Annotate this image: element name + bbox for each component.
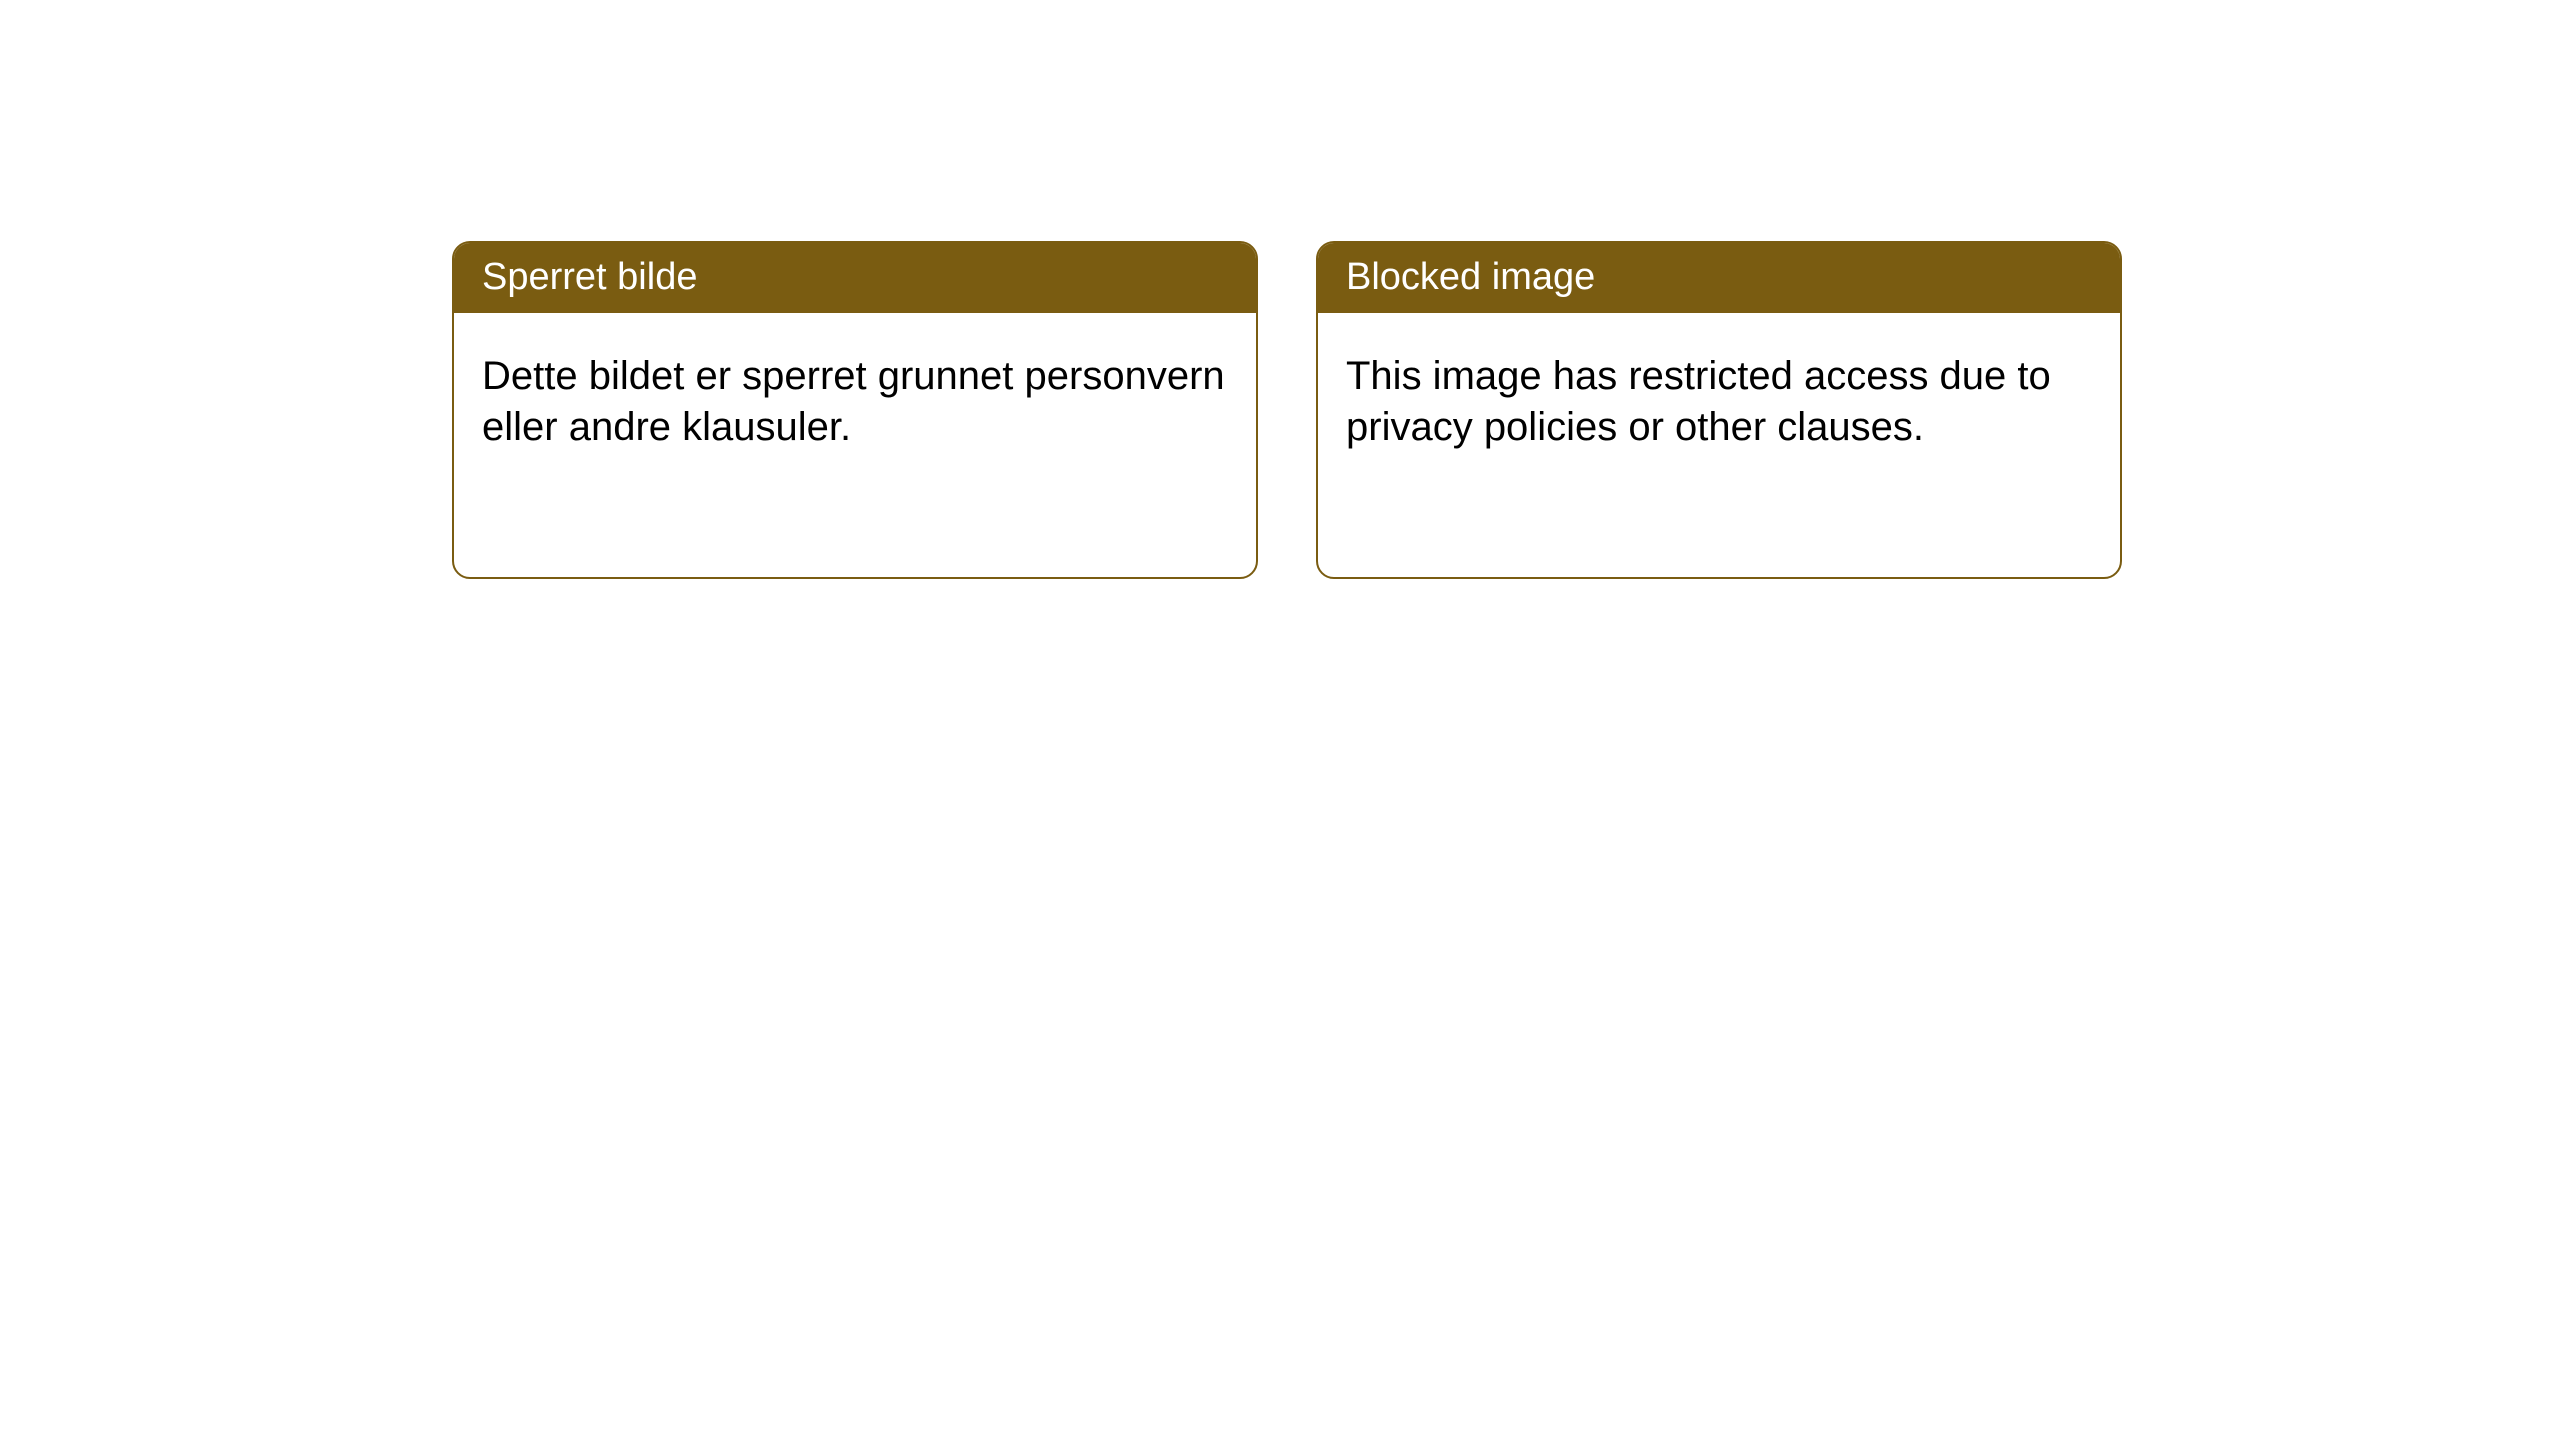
card-title-no: Sperret bilde	[482, 256, 697, 298]
card-body-en: This image has restricted access due to …	[1318, 313, 2120, 491]
blocked-image-card-no: Sperret bilde Dette bildet er sperret gr…	[452, 241, 1258, 579]
notice-container: Sperret bilde Dette bildet er sperret gr…	[0, 0, 2560, 579]
card-body-no: Dette bildet er sperret grunnet personve…	[454, 313, 1256, 491]
card-title-en: Blocked image	[1346, 256, 1595, 298]
card-header-en: Blocked image	[1318, 243, 2120, 313]
card-header-no: Sperret bilde	[454, 243, 1256, 313]
blocked-image-card-en: Blocked image This image has restricted …	[1316, 241, 2122, 579]
card-text-no: Dette bildet er sperret grunnet personve…	[482, 354, 1225, 449]
card-text-en: This image has restricted access due to …	[1346, 354, 2051, 449]
